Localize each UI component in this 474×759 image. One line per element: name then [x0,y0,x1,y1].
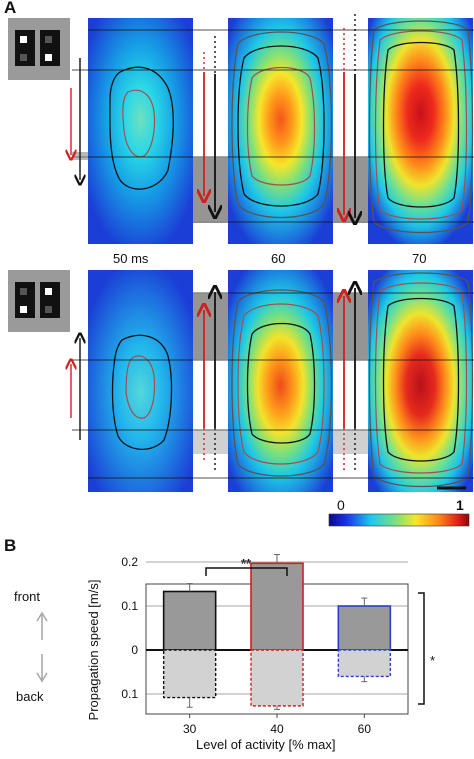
significance-brackets [205,567,425,705]
front-bar-40 [250,562,304,651]
heatmap-top-50ms [88,18,193,244]
direction-back-label: back [16,689,44,704]
colorbar [328,513,470,527]
back-bar-30 [162,649,217,699]
time-label-60: 60 [271,251,286,266]
significance-top: ** [241,556,252,571]
panel-a-label: A [4,0,17,17]
direction-arrows [36,611,48,683]
y-tick-label-2: 0 [131,643,138,657]
time-label-50: 50 ms [113,251,149,266]
arrows-bottom [71,288,355,470]
reference-lines-bottom [72,292,474,479]
chart-x-axis-label: Level of activity [% max] [196,737,336,752]
propagation-speed-chart: 0.2 0.1 0 0.1 30 40 60 [121,554,409,736]
y-tick-label-3: 0.1 [121,687,138,701]
heatmap-bottom-50ms [88,270,193,492]
y-tick-label-0: 0.2 [121,555,138,569]
y-tick-label-1: 0.1 [121,599,138,613]
back-bar-60 [337,649,392,678]
front-bar-30 [162,590,217,651]
heatmap-bottom-70 [368,270,474,492]
arrows-top [71,14,355,218]
x-tick-label-30: 30 [183,722,197,736]
x-tick-label-60: 60 [358,722,372,736]
stimulus-icon-bottom [8,270,70,332]
heatmap-bottom-60 [228,270,333,492]
heatmap-top-60 [228,18,333,244]
colorbar-max-label: 1 [456,497,464,513]
heatmap-top-70 [368,18,474,244]
front-bar-60 [337,605,392,651]
chart-y-axis-label: Propagation speed [m/s] [86,579,101,721]
stimulus-icon-top [8,18,70,80]
panel-b-label: B [4,536,17,555]
direction-front-label: front [14,589,41,604]
x-tick-label-40: 40 [270,722,284,736]
colorbar-min-label: 0 [337,497,345,513]
significance-side: * [430,653,436,668]
back-bar-40 [250,649,304,707]
time-label-70: 70 [412,251,427,266]
